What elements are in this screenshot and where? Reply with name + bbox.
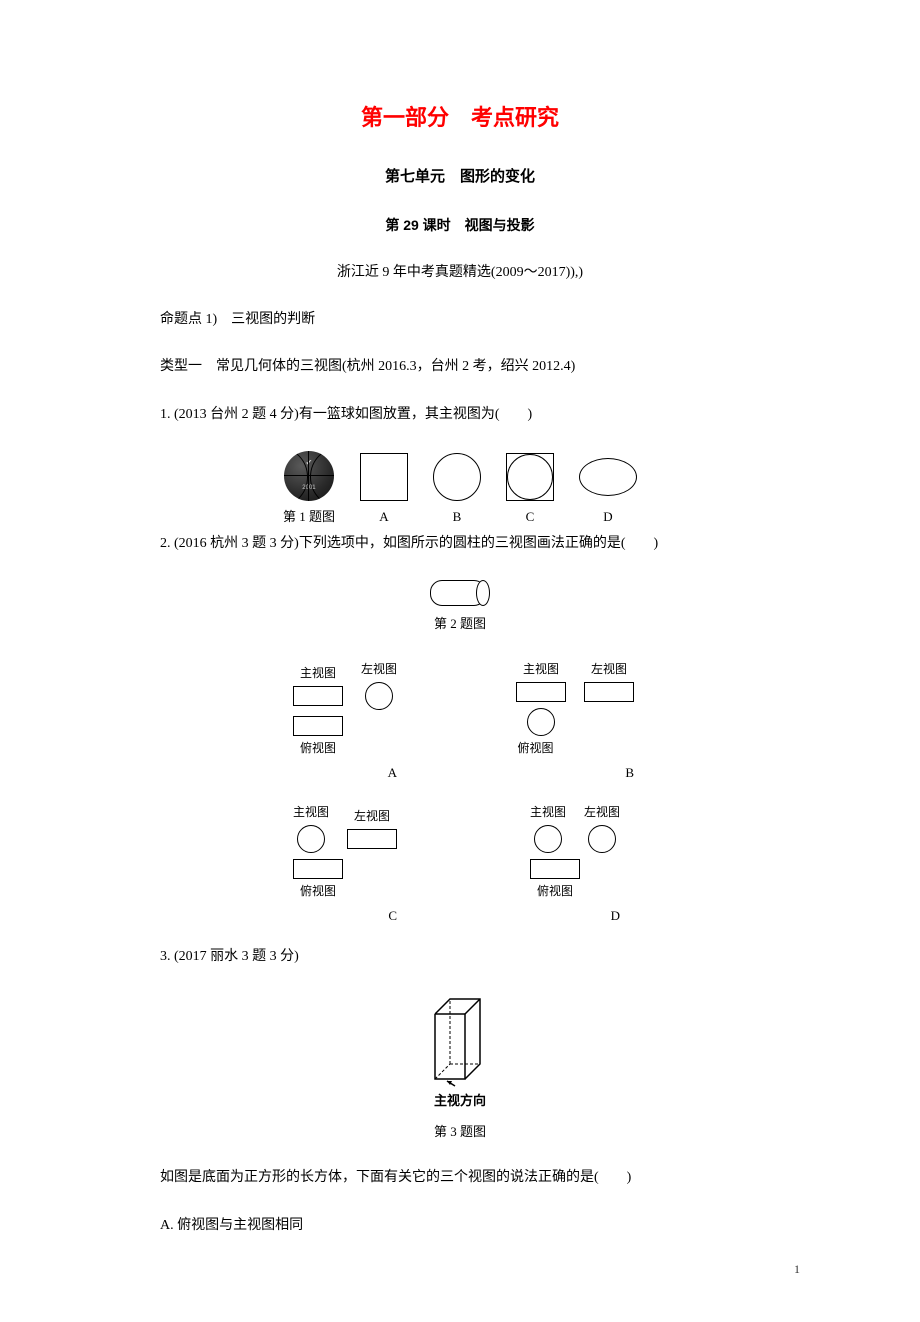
q2-option-b: 主视图 左视图 俯视图 B bbox=[516, 660, 634, 783]
circle-in-square-icon bbox=[506, 453, 554, 501]
q3-stem: 如图是底面为正方形的长方体，下面有关它的三个视图的说法正确的是( ) bbox=[160, 1167, 760, 1189]
page-number: 1 bbox=[794, 1262, 800, 1277]
option-label-d: D bbox=[611, 906, 620, 927]
q3-option-a: A. 俯视图与主视图相同 bbox=[160, 1215, 760, 1237]
basketball-icon: ✔ 2001 bbox=[284, 451, 334, 501]
view-top-label: 俯视图 bbox=[517, 739, 553, 758]
option-label-d: D bbox=[603, 507, 612, 528]
view-main-label: 主视图 bbox=[300, 664, 336, 683]
question-2: 2. (2016 杭州 3 题 3 分)下列选项中，如图所示的圆柱的三视图画法正… bbox=[160, 533, 760, 555]
circle-icon bbox=[527, 708, 555, 736]
view-left-label: 左视图 bbox=[584, 803, 620, 822]
q1-option-a: A bbox=[360, 453, 408, 528]
ellipse-icon bbox=[579, 458, 637, 496]
view-direction-label: 主视方向 bbox=[434, 1091, 486, 1112]
view-top-label: 俯视图 bbox=[537, 882, 573, 901]
option-label-c: C bbox=[388, 906, 397, 927]
type-heading: 类型一 常见几何体的三视图(杭州 2016.3，台州 2 考，绍兴 2012.4… bbox=[160, 356, 760, 378]
q2-options-grid: 主视图 左视图 俯视图 A 主视图 bbox=[260, 660, 660, 926]
q2-figure-caption: 第 2 题图 bbox=[160, 614, 760, 635]
q1-figure-label: 第 1 题图 bbox=[283, 507, 335, 528]
circle-icon bbox=[365, 682, 393, 710]
view-left-label: 左视图 bbox=[361, 660, 397, 679]
q2-option-c: 主视图 左视图 俯视图 C bbox=[293, 803, 397, 926]
rect-icon bbox=[293, 859, 343, 879]
cylinder-icon bbox=[430, 580, 490, 604]
view-left-label: 左视图 bbox=[354, 807, 390, 826]
view-main-label: 主视图 bbox=[523, 660, 559, 679]
document-page: 第一部分 考点研究 第七单元 图形的变化 第 29 课时 视图与投影 浙江近 9… bbox=[0, 0, 920, 1322]
title-unit: 第七单元 图形的变化 bbox=[160, 165, 760, 189]
option-label-a: A bbox=[388, 763, 397, 784]
rect-icon bbox=[293, 716, 343, 736]
rect-icon bbox=[516, 682, 566, 702]
view-main-label: 主视图 bbox=[293, 803, 329, 822]
q1-figure-row: ✔ 2001 第 1 题图 A B C D bbox=[160, 451, 760, 528]
option-label-a: A bbox=[379, 507, 388, 528]
option-label-b: B bbox=[453, 507, 462, 528]
cuboid-icon bbox=[425, 994, 495, 1089]
circle-icon bbox=[588, 825, 616, 853]
cuboid-figure: 主视方向 bbox=[425, 994, 495, 1112]
square-icon bbox=[360, 453, 408, 501]
circle-icon bbox=[534, 825, 562, 853]
q2-option-d: 主视图 左视图 俯视图 D bbox=[530, 803, 620, 926]
rect-icon bbox=[584, 682, 634, 702]
circle-icon bbox=[433, 453, 481, 501]
rect-icon bbox=[530, 859, 580, 879]
q1-option-c: C bbox=[506, 453, 554, 528]
topic-heading: 命题点 1) 三视图的判断 bbox=[160, 309, 760, 331]
view-left-label: 左视图 bbox=[591, 660, 627, 679]
view-main-label: 主视图 bbox=[530, 803, 566, 822]
option-label-b: B bbox=[625, 763, 634, 784]
q1-basketball: ✔ 2001 第 1 题图 bbox=[283, 451, 335, 528]
option-label-c: C bbox=[526, 507, 535, 528]
view-top-label: 俯视图 bbox=[300, 739, 336, 758]
question-1: 1. (2013 台州 2 题 4 分)有一篮球如图放置，其主视图为( ) bbox=[160, 404, 760, 426]
view-top-label: 俯视图 bbox=[300, 882, 336, 901]
rect-icon bbox=[293, 686, 343, 706]
question-3: 3. (2017 丽水 3 题 3 分) bbox=[160, 946, 760, 968]
q3-figure-caption: 第 3 题图 bbox=[160, 1122, 760, 1143]
rect-icon bbox=[347, 829, 397, 849]
q2-option-a: 主视图 左视图 俯视图 A bbox=[293, 660, 397, 783]
intro-line: 浙江近 9 年中考真题精选(2009～2017)),) bbox=[160, 262, 760, 284]
q1-option-b: B bbox=[433, 453, 481, 528]
title-lesson: 第 29 课时 视图与投影 bbox=[160, 214, 760, 236]
q1-option-d: D bbox=[579, 458, 637, 528]
title-main: 第一部分 考点研究 bbox=[160, 100, 760, 135]
circle-icon bbox=[297, 825, 325, 853]
